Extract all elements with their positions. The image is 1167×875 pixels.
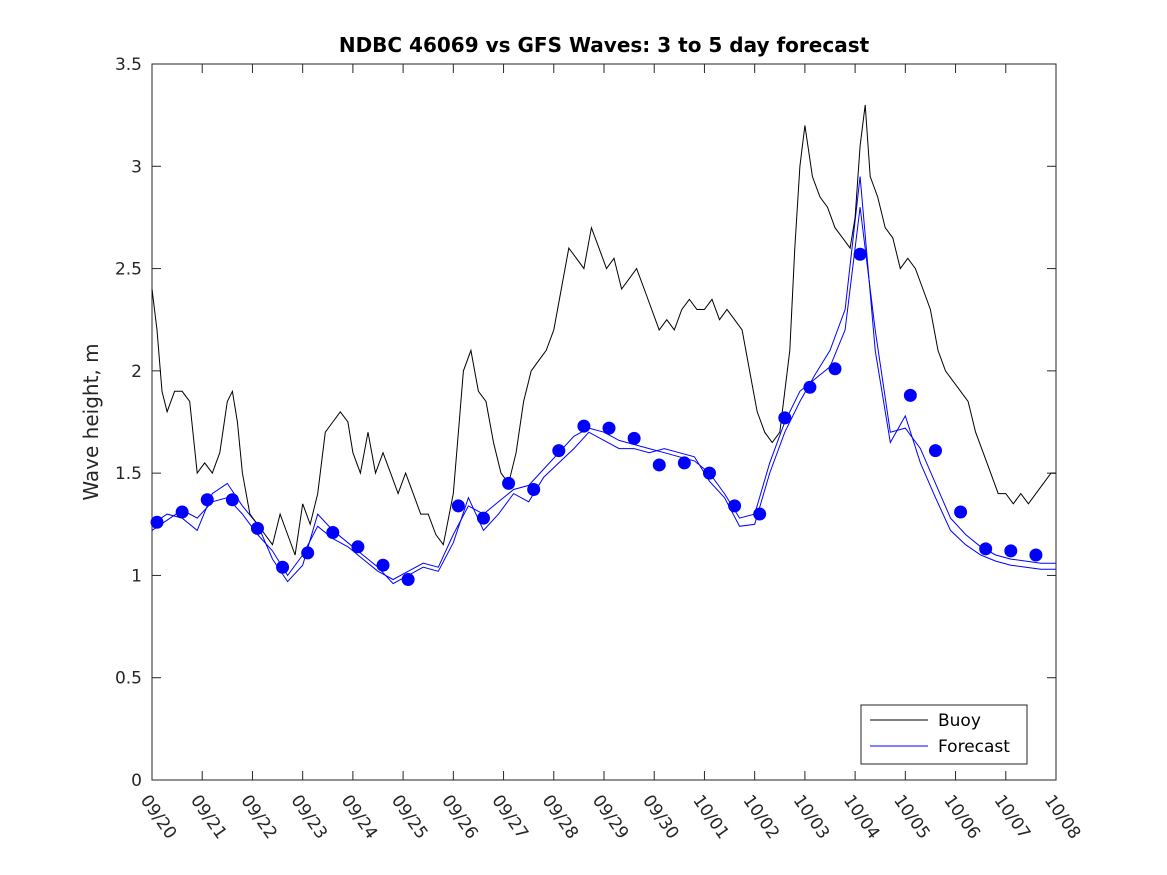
forecast-point [753,507,767,521]
forecast-point [903,388,917,402]
y-tick-label: 3 [131,157,142,177]
forecast-point [401,573,415,587]
forecast-point [828,362,842,376]
axis-ticks [151,63,1057,781]
forecast-point [979,542,993,556]
y-tick-label: 2.5 [115,260,142,280]
forecast-run-line [151,176,1056,585]
forecast-point [928,444,942,458]
forecast-point [1029,548,1043,562]
forecast-point [276,560,290,574]
legend-buoy-label: Buoy [938,711,981,731]
y-tick-label: 0.5 [115,669,142,689]
buoy-line [151,104,1056,556]
forecast-point [728,499,742,513]
forecast-point [602,421,616,435]
legend-box [860,704,1028,765]
forecast-point [552,444,566,458]
y-tick-labels: 0 0.5 1 1.5 2 2.5 3 3.5 [115,55,142,791]
chart-title: NDBC 46069 vs GFS Waves: 3 to 5 day fore… [339,33,870,57]
forecast-point [1004,544,1018,558]
forecast-point [527,483,541,497]
forecast-point [803,380,817,394]
y-tick-label: 0 [131,771,142,791]
y-tick-label: 1 [131,566,142,586]
forecast-point [451,499,465,513]
forecast-point [853,247,867,261]
forecast-point [150,515,164,529]
forecast-point [476,511,490,525]
forecast-point [652,458,666,472]
y-tick-label: 3.5 [115,55,142,75]
forecast-point [778,411,792,425]
forecast-point [627,431,641,445]
forecast-point [351,540,365,554]
forecast-point [225,493,239,507]
forecast-point [301,546,315,560]
y-tick-label: 2 [131,362,142,382]
buoy-series [151,104,1056,556]
forecast-point [702,466,716,480]
forecast-point [376,558,390,572]
forecast-point [954,505,968,519]
forecast-point [677,456,691,470]
forecast-point [326,525,340,539]
legend: Buoy Forecast [860,704,1028,765]
forecast-point [577,419,591,433]
y-tick-label: 1.5 [115,464,142,484]
forecast-points [150,247,1043,587]
forecast-point [502,476,516,490]
forecast-point [200,493,214,507]
forecast-point [250,521,264,535]
legend-forecast-label: Forecast [938,737,1010,757]
forecast-point [175,505,189,519]
y-axis-label: Wave height, m [79,343,103,500]
plot-area [151,63,1057,781]
